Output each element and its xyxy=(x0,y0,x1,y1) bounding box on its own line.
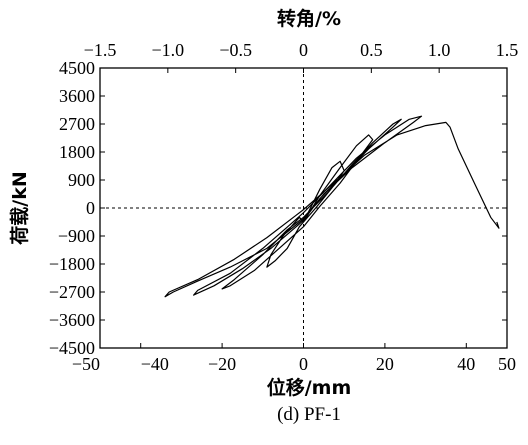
y-tick-label: −4500 xyxy=(49,338,95,358)
y-tick-label: 1800 xyxy=(59,142,95,162)
y-axis-title: 荷载/kN xyxy=(8,171,31,244)
y-tick-label: 4500 xyxy=(59,58,95,78)
figure-caption: (d) PF-1 xyxy=(277,404,341,425)
x-axis-ticks: −50 −40 −20 0 20 40 50 xyxy=(72,343,516,374)
y-tick-label: −3600 xyxy=(49,310,95,330)
x-tick-label: −50 xyxy=(72,354,100,374)
y-tick-label: 0 xyxy=(86,198,95,218)
x2-axis-title: 转角/% xyxy=(277,7,341,30)
x-tick-label: 20 xyxy=(376,354,394,374)
y-tick-label: 2700 xyxy=(59,114,95,134)
y-tick-label: −900 xyxy=(58,226,95,246)
x2-tick-label: 0 xyxy=(299,40,308,60)
plot-frame xyxy=(99,67,508,349)
x-tick-label: −20 xyxy=(208,354,236,374)
x2-tick-label: 1.0 xyxy=(428,40,451,60)
x2-tick-label: −0.5 xyxy=(219,40,252,60)
x-tick-label: 40 xyxy=(457,354,475,374)
x-tick-label: 0 xyxy=(299,354,308,374)
y-tick-label: −1800 xyxy=(49,254,95,274)
x2-tick-label: −1.5 xyxy=(84,40,117,60)
y-axis-ticks: 4500 3600 2700 1800 900 0 −900 −1800 −2700 −3600 −… xyxy=(49,58,507,358)
hysteresis-curve-1 xyxy=(164,115,500,298)
x-tick-label: −40 xyxy=(141,354,169,374)
x2-tick-label: 0.5 xyxy=(360,40,383,60)
y-tick-label: 3600 xyxy=(59,86,95,106)
x2-tick-label: 1.5 xyxy=(496,40,519,60)
y-tick-label: −2700 xyxy=(49,282,95,302)
x2-tick-label: −1.0 xyxy=(152,40,185,60)
hysteresis-curve-group xyxy=(164,115,500,298)
x2-axis-ticks: −1.5 −1.0 −0.5 0 0.5 1.0 1.5 xyxy=(84,40,519,73)
y-tick-label: 900 xyxy=(68,170,95,190)
x-tick-label: 50 xyxy=(498,354,516,374)
x-axis-title: 位移/mm xyxy=(267,376,352,399)
